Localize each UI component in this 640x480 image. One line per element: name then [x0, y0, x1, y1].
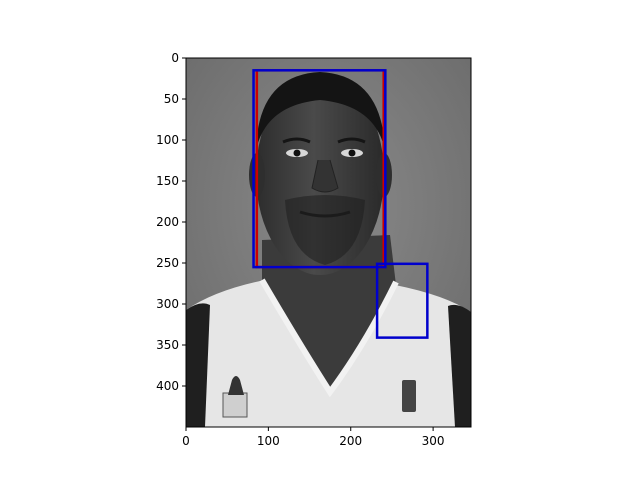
- x-tick-label: 200: [339, 434, 362, 448]
- y-tick-label: 150: [156, 174, 179, 188]
- y-tick-label: 0: [171, 51, 179, 65]
- y-tick-label: 350: [156, 338, 179, 352]
- y-tick-label: 400: [156, 379, 179, 393]
- y-tick-label: 100: [156, 133, 179, 147]
- x-tick-label: 300: [422, 434, 445, 448]
- y-tick-label: 250: [156, 256, 179, 270]
- y-tick-label: 300: [156, 297, 179, 311]
- x-axis-ticks: 0 100 200 300: [182, 427, 444, 448]
- y-tick-label: 50: [164, 92, 179, 106]
- x-tick-label: 100: [257, 434, 280, 448]
- portrait-image: [186, 58, 471, 427]
- y-axis-ticks: 0 50 100 150 200 250 300 350 400: [156, 51, 186, 393]
- y-tick-label: 200: [156, 215, 179, 229]
- x-tick-label: 0: [182, 434, 190, 448]
